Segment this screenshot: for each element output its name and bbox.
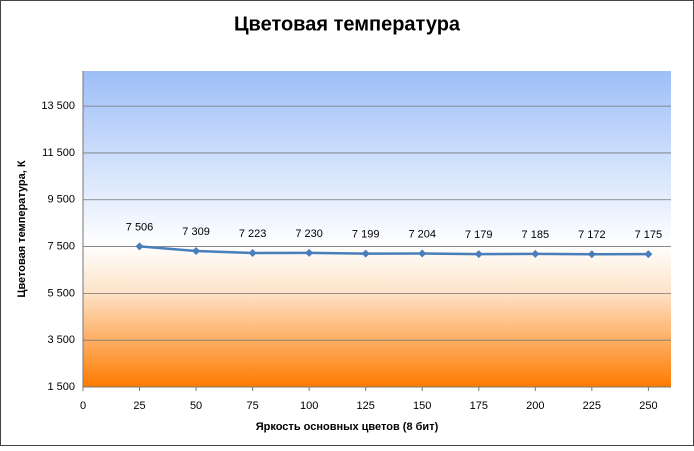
x-tick-label: 0 [80, 400, 86, 412]
y-tick-label: 13 500 [41, 100, 75, 112]
data-point [418, 249, 427, 258]
chart-title: Цветовая температура [234, 13, 461, 35]
data-point [474, 250, 483, 259]
x-tick-label: 225 [583, 400, 601, 412]
y-tick-label: 11 500 [42, 147, 75, 159]
data-label: 7 204 [408, 228, 436, 240]
x-tick-label: 75 [246, 400, 258, 412]
data-point [192, 247, 201, 256]
x-tick-label: 200 [526, 400, 544, 412]
y-tick-label: 3 500 [47, 334, 75, 346]
x-tick-label: 250 [639, 400, 657, 412]
x-tick-label: 25 [133, 400, 145, 412]
x-tick-label: 100 [300, 400, 318, 412]
data-point [531, 249, 540, 258]
y-tick-label: 9 500 [47, 194, 75, 206]
data-point [587, 250, 596, 259]
y-tick-label: 5 500 [47, 287, 75, 299]
x-tick-label: 175 [470, 400, 488, 412]
x-tick-label: 150 [413, 400, 431, 412]
data-label: 7 199 [352, 229, 380, 241]
data-label: 7 185 [522, 229, 550, 241]
x-axis-label: Яркость основных цветов (8 бит) [256, 421, 439, 433]
data-label: 7 179 [465, 229, 493, 241]
data-point [248, 249, 257, 258]
data-label: 7 506 [126, 221, 154, 233]
plot-area [83, 71, 671, 387]
data-point [135, 242, 144, 251]
data-point [361, 249, 370, 258]
x-tick-label: 125 [357, 400, 375, 412]
data-label: 7 175 [635, 229, 663, 241]
data-label: 7 223 [239, 228, 267, 240]
y-tick-label: 7 500 [47, 240, 75, 252]
data-label: 7 230 [295, 228, 323, 240]
data-label: 7 309 [182, 226, 210, 238]
data-point [644, 250, 653, 259]
y-tick-label: 1 500 [47, 381, 75, 393]
data-point [305, 248, 314, 257]
x-tick-label: 50 [190, 400, 202, 412]
data-label: 7 172 [578, 229, 606, 241]
data-line [139, 245, 649, 256]
y-axis-label: Цветовая температура, К [16, 160, 28, 297]
